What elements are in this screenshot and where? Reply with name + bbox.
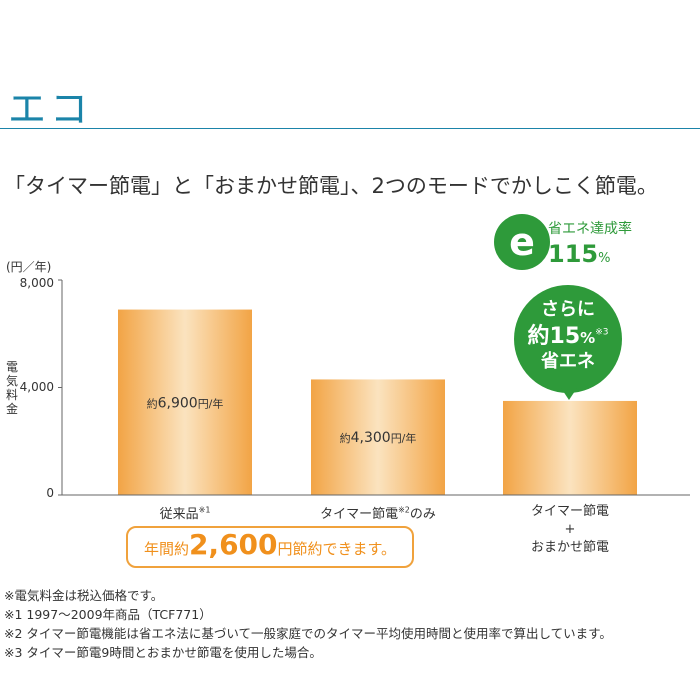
page-subtitle: 「タイマー節電」と「おまかせ節電」、2つのモードでかしこく節電。 xyxy=(4,174,658,198)
bubble-tail xyxy=(561,388,577,400)
y-unit-label: (円／年) xyxy=(6,260,52,274)
savings-callout: 年間約2,600円節約できます。 xyxy=(126,526,414,568)
bar-value-label: 約4,300円/年 xyxy=(340,430,417,446)
category-label: 従来品※1 xyxy=(159,505,211,522)
footnote: ※1 1997〜2009年商品（TCF771） xyxy=(4,607,212,622)
bar xyxy=(311,379,445,495)
category-label: タイマー節電 + おまかせ節電 xyxy=(530,504,609,555)
eco-rate-value: 115% xyxy=(548,240,611,268)
bubble-line3: 省エネ xyxy=(541,351,595,372)
y-axis-label: 電気料金 xyxy=(6,360,19,416)
page-title: エコ xyxy=(8,87,93,131)
eco-rate-label: 省エネ達成率 xyxy=(548,221,632,237)
footnote: ※3 タイマー節電9時間とおまかせ節電を使用した場合。 xyxy=(4,645,322,660)
title-rule xyxy=(0,128,700,129)
footnotes: ※電気料金は税込価格です。 ※1 1997〜2009年商品（TCF771） ※2… xyxy=(4,586,612,662)
bar xyxy=(503,400,637,495)
bar xyxy=(118,309,252,495)
y-tick-label: 8,000 xyxy=(19,276,54,290)
y-tick-label: 4,000 xyxy=(19,380,54,394)
y-tick-label: 0 xyxy=(46,486,54,500)
footnote: ※2 タイマー節電機能は省エネ法に基づいて一般家庭でのタイマー平均使用時間と使用… xyxy=(4,626,612,641)
footnote: ※電気料金は税込価格です。 xyxy=(4,588,164,603)
bar-value-label: 約6,900円/年 xyxy=(147,395,224,411)
bubble-line2: 約15%※3 xyxy=(527,324,609,349)
savings-bubble: さらに 約15%※3 省エネ xyxy=(514,285,622,393)
svg-text:e: e xyxy=(509,220,535,264)
category-label: タイマー節電※2のみ xyxy=(320,505,436,522)
bubble-line1: さらに xyxy=(541,299,595,320)
eco-badge-icon: e xyxy=(492,212,552,272)
